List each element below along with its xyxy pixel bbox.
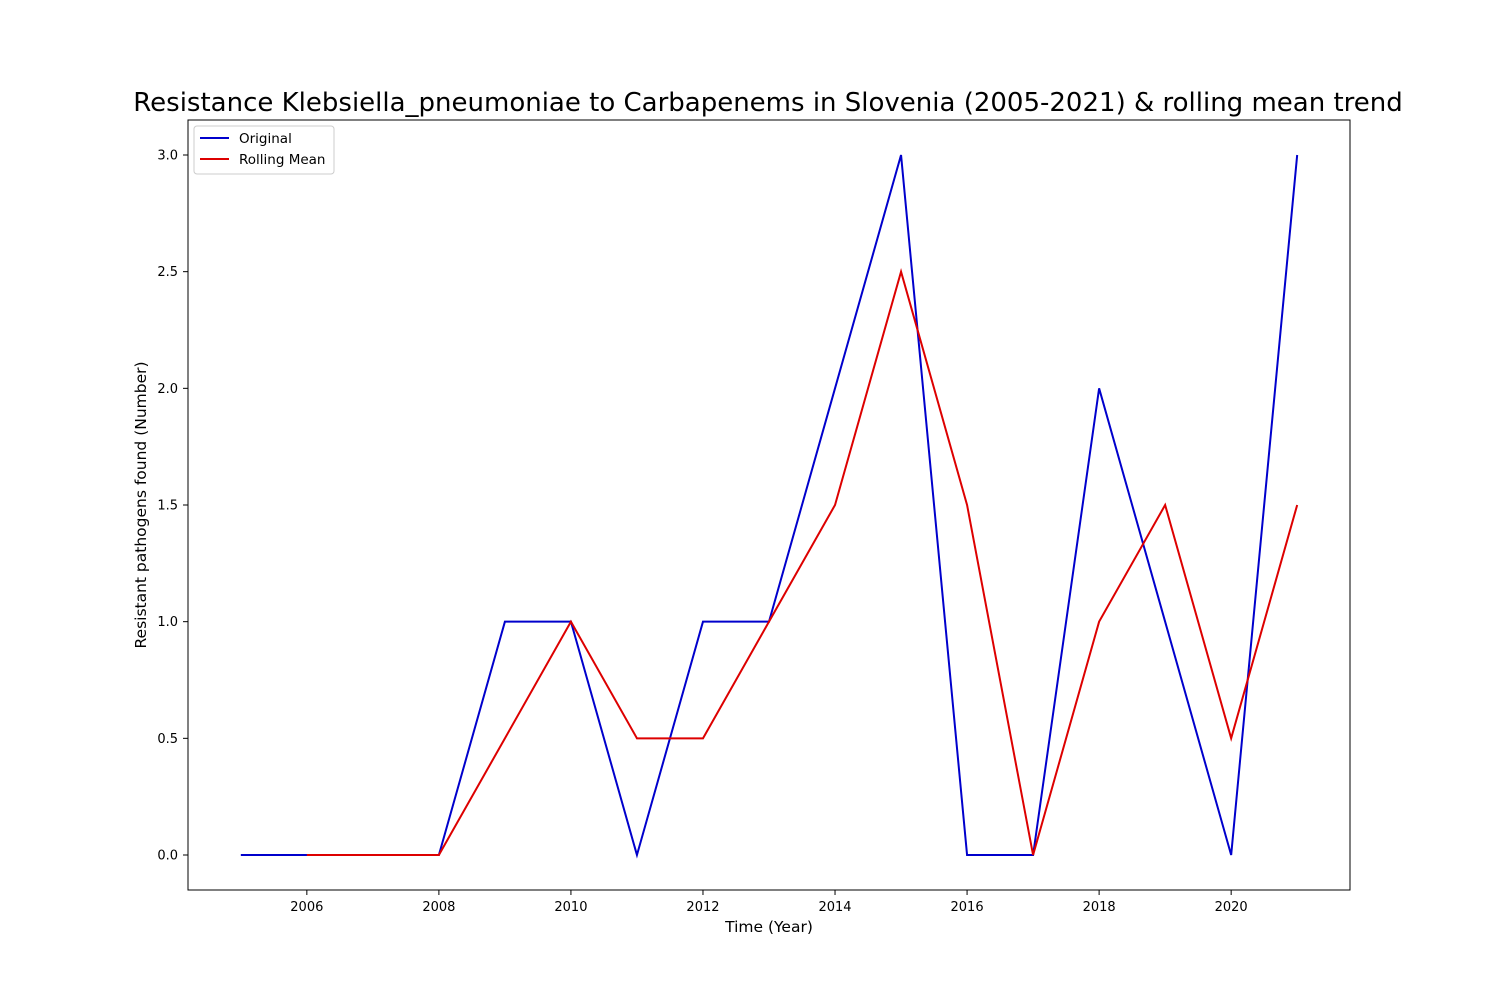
y-tick-label: 1.0 [157,615,178,630]
x-tick-label: 2016 [951,900,984,915]
x-axis-label: Time (Year) [724,918,813,936]
y-tick-label: 2.0 [157,382,178,397]
legend-label-rolling-mean: Rolling Mean [239,152,325,168]
legend: Original Rolling Mean [193,125,335,175]
y-axis: 0.0 0.5 1.0 1.5 2.0 2.5 3.0 [157,149,188,864]
y-tick-label: 1.5 [157,499,178,514]
series-line-original [240,154,1299,859]
y-tick-label: 3.0 [157,149,178,164]
plot-frame [187,119,1351,891]
x-tick-label: 2020 [1215,900,1248,915]
x-tick-label: 2010 [554,900,587,915]
y-tick-label: 2.5 [157,265,178,280]
chart-title: Resistance Klebsiella_pneumoniae to Carb… [133,88,1403,118]
x-tick-label: 2006 [290,900,323,915]
x-tick-label: 2008 [422,900,455,915]
x-axis: 2006 2008 2010 2012 2014 2016 2018 2020 [290,890,1248,915]
y-tick-label: 0.5 [157,732,178,747]
x-tick-label: 2012 [686,900,719,915]
legend-label-original: Original [239,131,292,147]
series-layer [240,154,1299,859]
y-axis-label: Resistant pathogens found (Number) [132,361,150,648]
series-line-rolling-mean [306,267,1299,856]
x-tick-label: 2018 [1083,900,1116,915]
y-tick-label: 0.0 [157,849,178,864]
x-tick-label: 2014 [818,900,851,915]
